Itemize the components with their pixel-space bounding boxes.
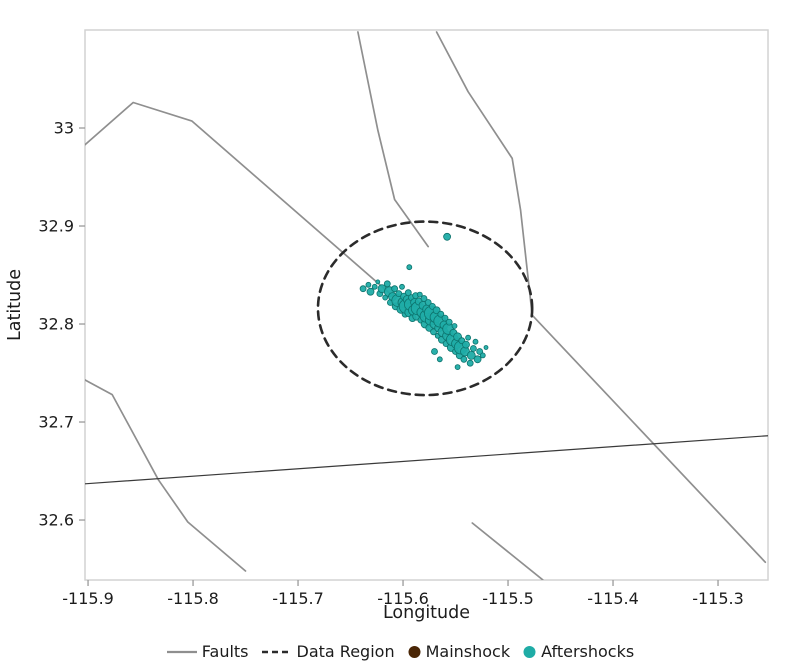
fault-line [435, 31, 767, 564]
legend-aftershocks-marker-dot-icon [523, 645, 536, 658]
legend-label-faults: Faults [201, 641, 249, 661]
aftershock-point [479, 352, 486, 359]
aftershock-point [359, 285, 367, 293]
aftershock-point [451, 323, 458, 329]
aftershock-point [437, 310, 445, 318]
x-axis-title: Longitude [383, 603, 470, 623]
plot-content [85, 31, 768, 580]
fault-line [471, 522, 544, 580]
x-tick-label: -115.6 [377, 589, 429, 608]
x-tick-label: -115.5 [482, 589, 534, 608]
aftershock-point [424, 299, 432, 306]
aftershock-point [441, 314, 449, 322]
aftershock-point [466, 359, 474, 367]
aftershock-point [406, 264, 413, 271]
legend-faults-marker-line-icon [166, 650, 197, 653]
aftershock-point [445, 318, 453, 326]
legend-item-faults: Faults [166, 642, 249, 661]
aftershock-point [472, 338, 479, 345]
y-tick-label: 32.8 [38, 315, 74, 334]
aftershock-point [365, 281, 372, 288]
aftershock-point [443, 232, 452, 241]
y-tick-label: 32.7 [38, 413, 74, 432]
aftershock-point [466, 350, 476, 360]
x-tick-label: -115.3 [692, 589, 744, 608]
legend-mainshock-marker-dot-icon [408, 645, 421, 658]
aftershock-point [469, 345, 477, 352]
aftershock-point [460, 355, 468, 363]
y-axis-title: Latitude [5, 269, 25, 341]
legend-item-mainshock: Mainshock [407, 641, 511, 661]
aftershock-point [483, 345, 489, 350]
x-tick-label: -115.9 [62, 589, 114, 608]
x-tick-label: -115.4 [587, 589, 639, 608]
fault-line [85, 435, 768, 485]
aftershock-point [420, 295, 428, 302]
legend-marker-circle [408, 645, 421, 658]
aftershock-point [371, 283, 378, 290]
x-tick-label: -115.8 [167, 589, 219, 608]
aftershock-point [404, 289, 412, 297]
aftershock-point [416, 291, 423, 298]
legend-marker-circle [523, 645, 536, 658]
x-tick-label: -115.7 [272, 589, 324, 608]
aftershock-point [473, 355, 482, 364]
aftershock-point [383, 280, 391, 288]
aftershock-point [430, 328, 437, 336]
legend-item-aftershocks: Aftershocks [522, 642, 634, 661]
aftershock-point [375, 279, 381, 285]
aftershock-point [431, 348, 438, 355]
aftershock-point [382, 294, 389, 301]
y-tick-label: 33 [54, 119, 74, 138]
aftershock-point [366, 287, 375, 296]
aftershock-point [436, 356, 443, 363]
aftershock-point [454, 364, 461, 371]
aftershock-point [462, 340, 470, 349]
legend-label-data-region: Data Region [296, 641, 395, 661]
legend-label-mainshock: Mainshock [425, 641, 511, 661]
legend-data-region-marker-line-icon [261, 650, 292, 653]
fault-line [85, 379, 247, 572]
legend-item-data-region: Data Region [261, 642, 395, 661]
y-tick-label: 32.9 [38, 217, 74, 236]
fault-line [85, 101, 396, 299]
y-tick-label: 32.6 [38, 511, 74, 530]
aftershock-point [391, 285, 399, 293]
aftershock-point [465, 334, 472, 341]
aftershock-point [399, 283, 405, 290]
fault-line [357, 31, 430, 248]
legend: Faults Data Region Mainshock Aftershocks [0, 632, 800, 670]
legend-label-aftershocks: Aftershocks [541, 641, 635, 661]
data-region-ellipse [316, 220, 534, 397]
scatter-map-plot: -115.9 -115.8 -115.7 -115.6 -115.5 -115.4 -115… [5, 29, 769, 623]
